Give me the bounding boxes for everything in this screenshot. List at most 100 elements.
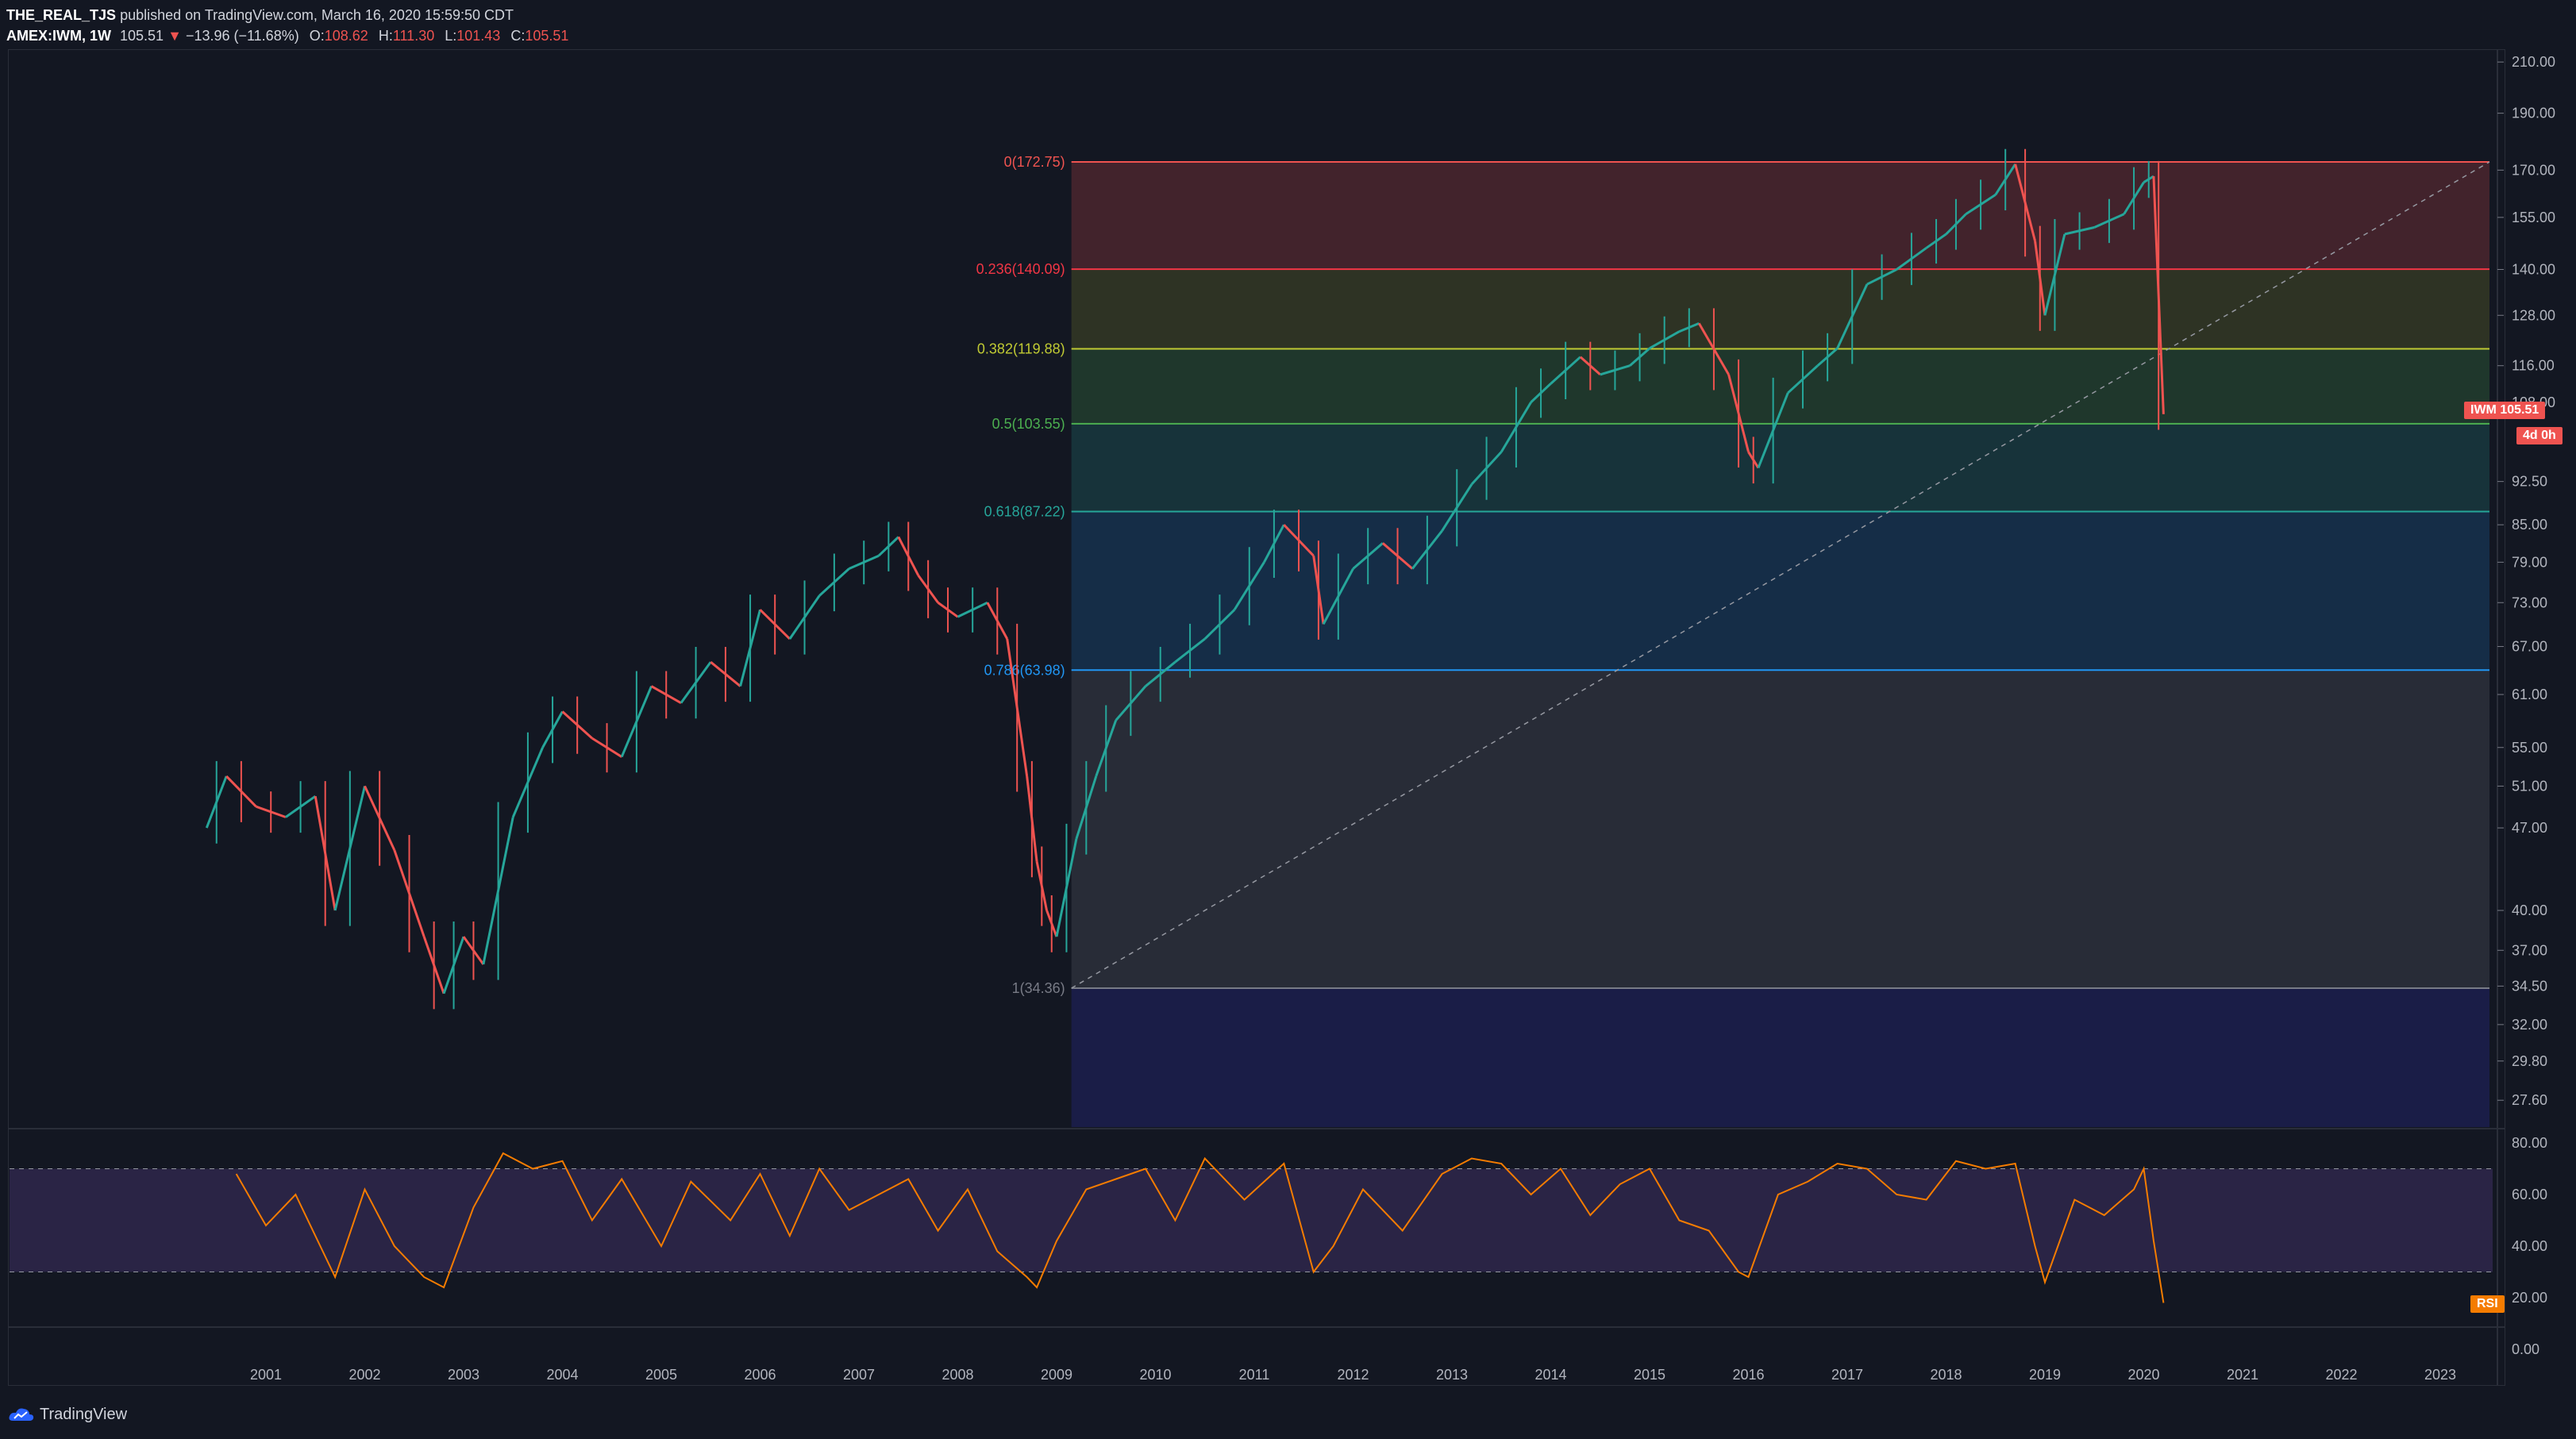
- fib-level-label: 0(172.75): [1004, 154, 1065, 170]
- time-axis-label: 2007: [843, 1367, 875, 1383]
- tradingview-logo[interactable]: TradingView: [8, 1405, 127, 1424]
- price-tag-value: 105.51: [2500, 403, 2539, 417]
- chart-header: THE_REAL_TJS published on TradingView.co…: [6, 5, 568, 46]
- rsi-tag-label: RSI: [2477, 1297, 2498, 1310]
- close-label: C:: [510, 28, 526, 44]
- time-axis-label: 2012: [1337, 1367, 1369, 1383]
- candle-body: [1678, 322, 1700, 333]
- time-axis-label: 2020: [2127, 1367, 2159, 1383]
- price-axis-label: 73.00: [2512, 594, 2547, 610]
- low-label: L:: [445, 28, 457, 44]
- price-axis-label: 40.00: [2512, 902, 2547, 918]
- fib-zone-extension: [1071, 988, 2489, 1127]
- candle-body: [2093, 213, 2125, 229]
- candle-body: [1233, 561, 1265, 610]
- high-value: 111.30: [392, 28, 435, 44]
- rsi-axis-label: 0.00: [2512, 1341, 2539, 1357]
- time-axis-label: 2009: [1041, 1367, 1072, 1383]
- price-axis-label: 47.00: [2512, 820, 2547, 836]
- candle-body: [1896, 247, 1927, 271]
- candle-body: [2014, 164, 2037, 242]
- candle-body: [1925, 233, 1947, 249]
- time-axis-label: 2021: [2227, 1367, 2258, 1383]
- chart-frame: [8, 49, 2505, 1386]
- candle-body: [2123, 181, 2145, 215]
- time-axis-label: 2023: [2424, 1367, 2456, 1383]
- time-axis-label: 2015: [1634, 1367, 1665, 1383]
- fib-retracement[interactable]: 0(172.75) 0.236(140.09) 0.382(119.88) 0.5(1…: [976, 154, 2490, 1127]
- candle-body: [986, 602, 1009, 640]
- candle-body: [393, 849, 425, 937]
- fib-zone: [1071, 162, 2489, 270]
- price-axis-label: 210.00: [2512, 54, 2555, 70]
- candle-body: [1787, 364, 1819, 394]
- price-axis-label: 140.00: [2512, 261, 2555, 277]
- candle-body: [1600, 364, 1631, 376]
- tradingview-cloud-icon: [9, 1408, 34, 1421]
- symbol-label[interactable]: AMEX:IWM, 1W: [6, 28, 111, 44]
- price-axis-label: 34.50: [2512, 978, 2547, 994]
- candle-body: [511, 747, 544, 818]
- fib-zone: [1071, 670, 2489, 988]
- candle-body: [788, 594, 821, 640]
- price-axis-label: 116.00: [2512, 358, 2555, 374]
- time-axis-label: 2022: [2325, 1367, 2357, 1383]
- low-value: 101.43: [456, 28, 501, 44]
- high-label: H:: [378, 28, 393, 44]
- candle-body: [1649, 330, 1681, 350]
- time-axis-label: 2014: [1534, 1367, 1566, 1383]
- candle-body: [1441, 483, 1473, 532]
- candle-body: [1312, 556, 1325, 625]
- candle-body: [1550, 356, 1581, 385]
- time-axis-label: 2018: [1930, 1367, 1962, 1383]
- price-axis-label: 37.00: [2512, 942, 2547, 958]
- countdown-tag: 4d 0h: [2516, 427, 2563, 444]
- author-name[interactable]: THE_REAL_TJS: [6, 7, 117, 23]
- candle-body: [462, 936, 485, 965]
- candle-body: [1866, 268, 1897, 286]
- axes[interactable]: 210.00 190.00 170.00 155.00 140.00 128.00 116.…: [8, 49, 2555, 1386]
- candle-body: [1530, 383, 1552, 403]
- ohlc-line: AMEX:IWM, 1W 105.51 ▼ −13.96 (−11.68%) O…: [6, 25, 568, 46]
- candle-body: [1283, 524, 1315, 557]
- price-axis-label: 27.60: [2512, 1092, 2547, 1108]
- time-axis-label: 2013: [1436, 1367, 1468, 1383]
- price-axis-label: 51.00: [2512, 778, 2547, 794]
- candle-body: [818, 568, 850, 597]
- rsi-axis-label: 60.00: [2512, 1187, 2547, 1202]
- price-axis-label: 32.00: [2512, 1017, 2547, 1033]
- last-price: 105.51: [120, 28, 164, 44]
- candle-body: [1075, 775, 1098, 840]
- price-axis-label: 85.00: [2512, 517, 2547, 533]
- price-tag-symbol: IWM: [2470, 403, 2497, 417]
- candle-body: [957, 601, 988, 618]
- candle-body: [256, 805, 287, 818]
- time-axis-label: 2010: [1139, 1367, 1171, 1383]
- time-axis-label: 2019: [2029, 1367, 2061, 1383]
- price-axis-label: 55.00: [2512, 740, 2547, 756]
- fib-level-label: 0.382(119.88): [977, 341, 1065, 357]
- candle-body: [1697, 322, 1730, 375]
- time-axis-label: 2011: [1239, 1367, 1270, 1383]
- candle-body: [1035, 861, 1049, 911]
- fib-trend-line[interactable]: [1071, 161, 2490, 989]
- candle-body: [314, 795, 337, 911]
- candle-body: [205, 775, 228, 829]
- candle-body: [1006, 638, 1029, 777]
- candle-body: [1115, 685, 1147, 721]
- rsi-line[interactable]: [235, 1152, 2165, 1303]
- candle-body: [917, 574, 939, 604]
- time-axis-label: 2004: [546, 1367, 578, 1383]
- price-axis-label: 29.80: [2512, 1053, 2547, 1069]
- candle-body: [710, 660, 741, 687]
- rsi-tag: RSI: [2470, 1295, 2505, 1313]
- candle-body: [2152, 175, 2165, 414]
- rsi-pane[interactable]: [10, 1152, 2493, 1303]
- candle-body: [422, 936, 445, 995]
- candle-body: [1174, 637, 1206, 664]
- fib-zone: [1071, 423, 2489, 512]
- countdown-value: 4d 0h: [2523, 429, 2556, 442]
- price-axis-label: 92.50: [2512, 474, 2547, 490]
- candle-body: [1145, 660, 1176, 687]
